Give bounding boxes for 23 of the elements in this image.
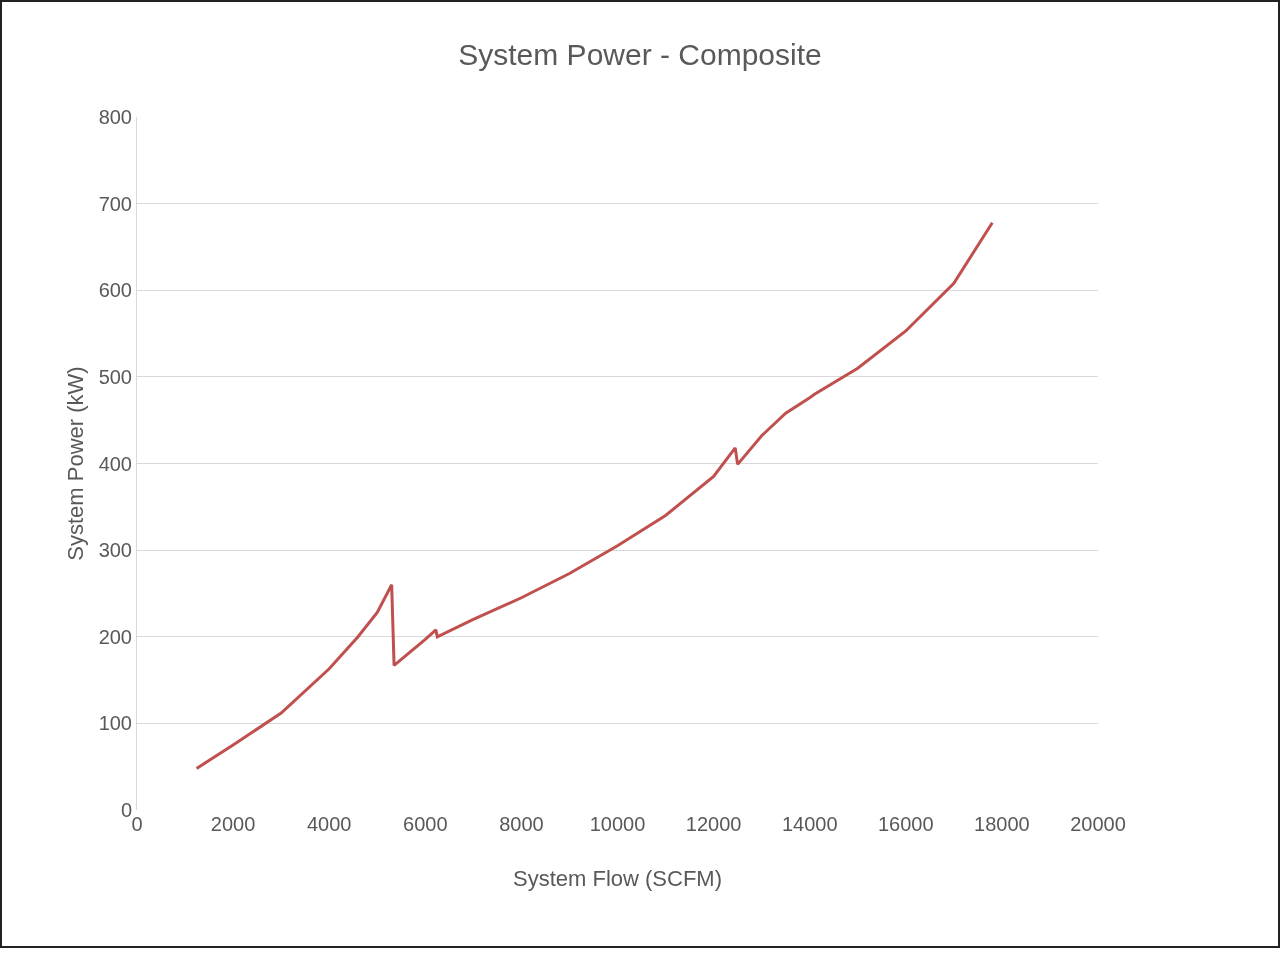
x-tick-label: 6000: [403, 813, 448, 835]
x-tick-label: 8000: [499, 813, 544, 835]
x-axis-title: System Flow (SCFM): [513, 866, 722, 891]
x-tick-label: 16000: [877, 813, 934, 835]
chart-title: System Power - Composite: [458, 38, 822, 72]
x-tick-label: 10000: [589, 813, 646, 835]
x-tick-label: 20000: [1070, 813, 1126, 835]
y-tick-label: 600: [98, 279, 132, 302]
x-tick-label: 12000: [685, 813, 742, 835]
y-tick-label: 0: [120, 799, 132, 821]
y-tick-label: 300: [98, 539, 132, 562]
y-tick-label: 200: [98, 625, 132, 648]
x-tick-label: 4000: [306, 813, 352, 835]
y-tick-label: 500: [98, 365, 132, 388]
y-tick-label: 100: [98, 712, 132, 735]
x-tick-label: 14000: [781, 813, 838, 835]
x-tick-label: 2000: [210, 813, 256, 835]
x-tick-label: 18000: [974, 813, 1030, 835]
y-tick-label: 800: [98, 106, 132, 128]
y-tick-label: 400: [98, 452, 132, 475]
y-axis-title: System Power (kW): [63, 366, 88, 561]
y-tick-label: 700: [98, 192, 132, 215]
line-series: [195, 221, 994, 770]
